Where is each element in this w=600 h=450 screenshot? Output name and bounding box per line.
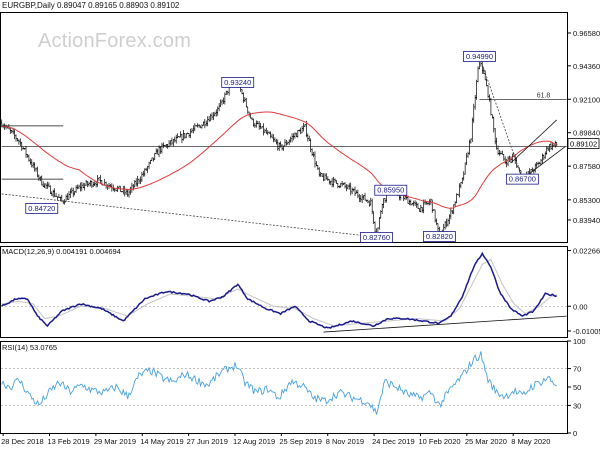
price-tick-label: 0.89840 [573,129,600,138]
trendline [1,193,380,238]
price-label-text: 0.82820 [426,232,453,241]
x-tick-label: 14 May 2019 [140,437,183,446]
x-axis: 28 Dec 2018 13 Feb 2019 29 Mar 2019 14 May … [1,433,550,446]
rsi-tick-label: 0 [573,429,577,438]
price-label: 0.94990 [463,51,496,62]
current-price-box [567,138,600,150]
price-label-box [374,184,408,196]
x-tick-label: 28 Dec 2018 [1,437,44,446]
watermark: ActionForex.com [38,30,192,52]
macd-title: MACD(12,26,9) 0.004191 0.004694 [2,247,121,256]
price-tick-label: 0.87580 [573,162,600,171]
macd-tick-label: 0.022662 [573,247,600,256]
chart-title: EURGBP,Daily 0.89047 0.89165 0.88903 0.8… [2,1,179,10]
trendline [522,146,566,180]
price-label-box [360,232,393,243]
rsi-pane[interactable]: 100 70 50 30 0 [0,337,586,438]
price-label-box [505,173,539,185]
symbol-label: EURGBP,Daily [2,1,55,10]
macd-tick-label: 0.00 [573,302,588,311]
rsi-tick-label: 70 [573,365,581,374]
price-pane[interactable]: 61.8 0.84720 0.93240 0.82760 0.85950 0.82820 0… [0,12,600,243]
x-tick-label: 29 Mar 2019 [94,437,136,446]
current-price-badge: 0.89102 [567,138,600,150]
x-tick-label: 24 Dec 2019 [372,437,415,446]
x-tick-label: 27 Jun 2019 [187,437,228,446]
x-tick-label: 13 Feb 2019 [48,437,90,446]
ohlc-values: 0.89047 0.89165 0.88903 0.89102 [57,1,180,10]
x-tick-label: 12 Aug 2019 [233,437,275,446]
trendline [510,119,557,164]
x-tick-label: 8 May 2020 [511,437,550,446]
x-tick-label: 10 Feb 2020 [418,437,460,446]
price-tick-label: 0.94360 [573,62,600,71]
macd-pane[interactable]: 0.022662 0.00 -0.010052 [0,246,600,338]
price-label-box [463,51,496,62]
price-label-text: 0.86700 [509,175,536,184]
macd-frame [0,246,568,338]
trendline [479,56,523,180]
rsi-title: RSI(14) 53.0765 [2,343,58,352]
price-label-text: 0.85950 [377,186,404,195]
x-tick-label: 8 Nov 2019 [326,437,364,446]
price-label-box [25,203,59,214]
price-label-text: 0.84720 [28,204,55,213]
macd-trendline [323,315,567,333]
price-label-text: 0.93240 [224,78,251,87]
price-label-text: 0.82760 [363,233,390,242]
price-label-text: 0.94990 [466,52,493,61]
moving-average-line [1,111,558,209]
price-label: 0.82820 [423,231,456,242]
fib-level-label: 61.8 [537,93,551,100]
rsi-tick-label: 100 [573,337,586,346]
rsi-tick-label: 50 [573,383,581,392]
price-frame [0,12,568,243]
price-label: 0.86700 [505,173,539,185]
price-label: 0.84720 [25,203,59,214]
x-tick-label: 25 Mar 2020 [465,437,507,446]
price-tick-label: 0.92100 [573,95,600,104]
macd-tick-label: -0.010052 [573,327,600,336]
price-tick-label: 0.96580 [573,29,600,38]
price-label: 0.82760 [360,232,393,243]
price-tick-label: 0.83940 [573,216,600,225]
rsi-tick-label: 30 [573,401,581,410]
macd-series-macd [1,251,557,329]
price-label-box [423,231,456,242]
current-price-text: 0.89102 [570,140,597,149]
price-label-box [221,77,255,88]
price-label: 0.93240 [221,77,255,88]
x-tick-label: 25 Sep 2019 [279,437,322,446]
price-tick-label: 0.85300 [573,196,600,205]
rsi-series-line [1,351,557,415]
price-label: 0.85950 [374,184,408,196]
